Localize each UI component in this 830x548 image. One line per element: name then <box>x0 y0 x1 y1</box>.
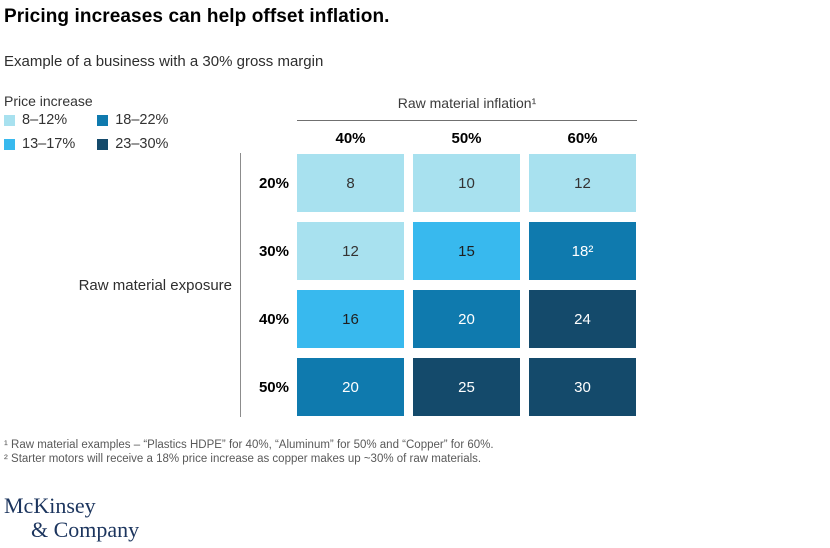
legend-label: 23–30% <box>115 136 169 152</box>
legend-label: 18–22% <box>115 112 169 128</box>
legend-swatch <box>4 138 15 150</box>
legend-item: 8–12% <box>4 112 75 128</box>
legend-label: 8–12% <box>22 112 68 128</box>
heatmap-cell: 20 <box>297 358 404 416</box>
column-header: 50% <box>451 130 482 147</box>
logo-line-1: McKinsey <box>4 493 96 518</box>
legend-item: 13–17% <box>4 136 75 152</box>
price-increase-legend: 8–12% 13–17% 18–22% 23–30% <box>4 112 168 152</box>
chart-title: Pricing increases can help offset inflat… <box>4 6 390 27</box>
row-header: 30% <box>258 242 289 260</box>
row-axis-divider <box>240 153 241 417</box>
heatmap-cell: 18² <box>529 222 636 280</box>
chart-subtitle: Example of a business with a 30% gross m… <box>4 53 324 70</box>
legend-swatch <box>97 138 109 150</box>
column-axis-title: Raw material inflation¹ <box>397 95 537 111</box>
footnotes: ¹ Raw material examples – “Plastics HDPE… <box>4 438 494 466</box>
logo-line-2: & Company <box>31 517 140 542</box>
column-axis-divider <box>297 120 637 121</box>
column-headers: 40% 50% 60% <box>297 130 636 147</box>
column-header: 40% <box>335 130 366 147</box>
legend-item: 18–22% <box>97 112 168 128</box>
mckinsey-logo: McKinsey & Company <box>4 494 139 542</box>
row-axis-title: Raw material exposure <box>78 277 232 294</box>
heatmap-cell: 8 <box>297 154 404 212</box>
footnote: ¹ Raw material examples – “Plastics HDPE… <box>4 439 494 451</box>
row-header: 20% <box>258 174 289 192</box>
heatmap-cell: 30 <box>529 358 636 416</box>
legend-swatch <box>4 114 15 126</box>
column-header: 60% <box>567 130 598 147</box>
legend-item: 23–30% <box>97 136 168 152</box>
legend-label: 13–17% <box>22 136 76 152</box>
heatmap-cell: 12 <box>529 154 636 212</box>
heatmap-cell: 25 <box>413 358 520 416</box>
heatmap-cell: 15 <box>413 222 520 280</box>
heatmap-matrix: 8 10 12 12 15 18² 16 20 24 20 25 30 <box>297 154 636 416</box>
heatmap-cell: 20 <box>413 290 520 348</box>
heatmap-cell: 24 <box>529 290 636 348</box>
row-header: 40% <box>258 310 289 328</box>
row-headers: 20% 30% 40% 50% <box>244 154 289 416</box>
heatmap-cell: 16 <box>297 290 404 348</box>
legend-title: Price increase <box>4 93 93 109</box>
heatmap-cell: 12 <box>297 222 404 280</box>
heatmap-cell: 10 <box>413 154 520 212</box>
legend-swatch <box>97 114 109 126</box>
row-header: 50% <box>258 378 289 396</box>
footnote: ² Starter motors will receive a 18% pric… <box>4 453 482 465</box>
